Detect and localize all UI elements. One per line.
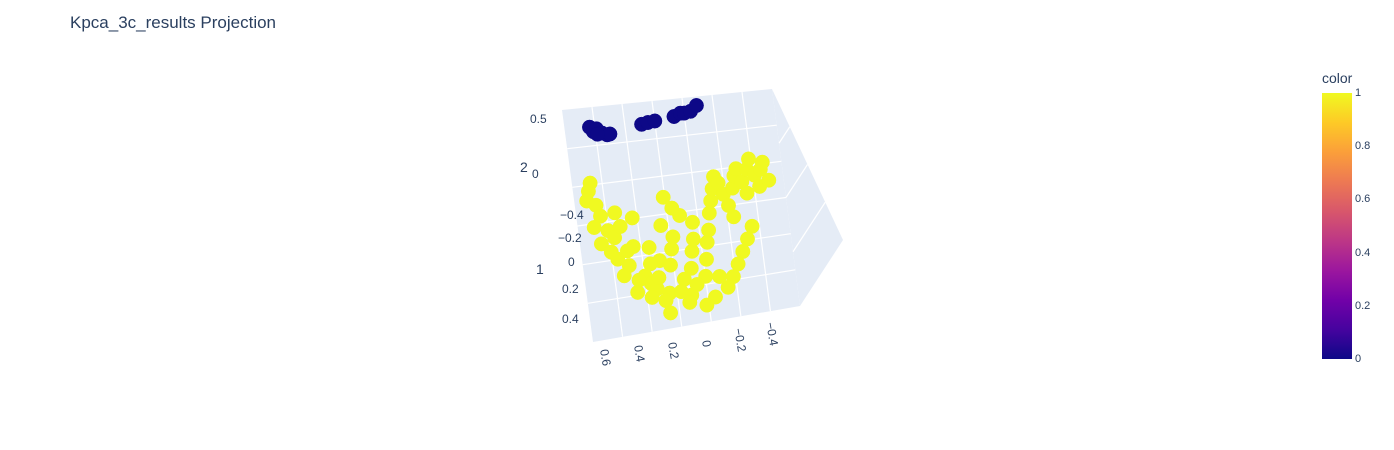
colorbar-tick-label: 0.2 [1355,299,1371,312]
data-point-class-1 [730,256,746,272]
scatter-points [579,98,777,321]
data-point-class-1 [682,294,698,310]
y-axis-tick-label: 0 [568,255,575,269]
data-point-class-1 [586,220,602,235]
data-point-class-1 [701,222,717,238]
z-axis-tick-label: 0.5 [530,112,547,126]
x-axis-tick-label: 0.4 [631,344,648,363]
data-point-class-1 [644,289,660,305]
data-point-class-1 [653,218,669,233]
data-point-class-1 [744,218,760,234]
data-point-class-1 [673,284,689,300]
data-point-class-1 [739,185,755,201]
y-axis-title: 1 [536,261,544,277]
data-point-class-1 [689,277,705,292]
data-point-class-0 [647,113,663,129]
data-point-class-1 [720,279,736,295]
x-axis-tick-label: −0.4 [763,321,781,347]
data-point-class-1 [663,305,679,321]
colorbar-tick-label: 0.8 [1355,140,1371,153]
data-point-class-1 [699,251,714,267]
data-point-class-0 [688,98,704,113]
data-point-class-1 [607,205,623,221]
side-wall [772,89,843,306]
data-point-class-1 [741,151,756,167]
axis-tick-labels: 0.5 0 −0.4 −0.2 0 0.2 0.4 0.6 0.4 0.2 0 −0.2 −0.4 2 1 [520,112,781,367]
data-point-class-1 [685,231,701,247]
data-point-class-1 [665,229,681,245]
x-axis-tick-label: 0 [699,339,714,348]
gridline-side [792,201,826,253]
data-point-class-1 [683,260,699,276]
gridline-horizontal [567,124,777,150]
colorbar-tick-label: 0.6 [1355,193,1371,206]
data-point-class-1 [740,231,755,247]
data-point-class-1 [624,210,640,226]
z-axis-tick-label: 0 [532,167,539,181]
colorbar-tick-label: 1 [1355,87,1362,99]
colorbar-tick-label: 0.4 [1355,246,1371,259]
data-point-class-1 [593,236,609,252]
data-point-class-1 [655,189,671,205]
colorbar-tick-label: 0 [1355,353,1362,365]
data-point-class-1 [651,270,667,286]
data-point-class-1 [642,256,658,272]
x-axis-tick-label: 0.6 [597,348,614,367]
data-point-class-1 [619,243,635,259]
data-point-class-1 [664,200,680,216]
data-point-class-1 [663,257,678,273]
z-axis-title: 2 [520,159,528,175]
data-point-class-1 [761,172,777,188]
data-point-class-1 [612,219,628,234]
y-axis-tick-label: −0.4 [560,208,584,222]
x-axis-tick-label: −0.2 [731,327,749,353]
data-point-class-0 [589,126,605,142]
y-axis-tick-label: 0.2 [562,282,579,296]
data-point-class-1 [735,244,751,259]
data-point-class-1 [726,209,742,225]
data-point-class-1 [610,251,626,267]
colorbar-title: color [1322,70,1353,86]
x-axis-tick-label: 0.2 [665,341,682,360]
y-axis-tick-label: 0.4 [562,312,579,326]
data-point-class-1 [685,214,700,230]
data-point-class-1 [712,269,728,284]
data-point-class-1 [616,268,632,284]
data-point-class-1 [641,240,657,255]
data-point-class-1 [699,297,715,313]
y-axis-tick-label: −0.2 [558,231,582,245]
data-point-class-1 [754,154,770,170]
colorbar [1322,93,1352,359]
chart-title: Kpca_3c_results Projection [70,13,277,32]
gridline-side [785,164,809,198]
data-point-class-0 [602,126,618,142]
data-point-class-1 [593,208,608,224]
data-point-class-1 [631,272,647,288]
gridline-side [778,126,791,144]
